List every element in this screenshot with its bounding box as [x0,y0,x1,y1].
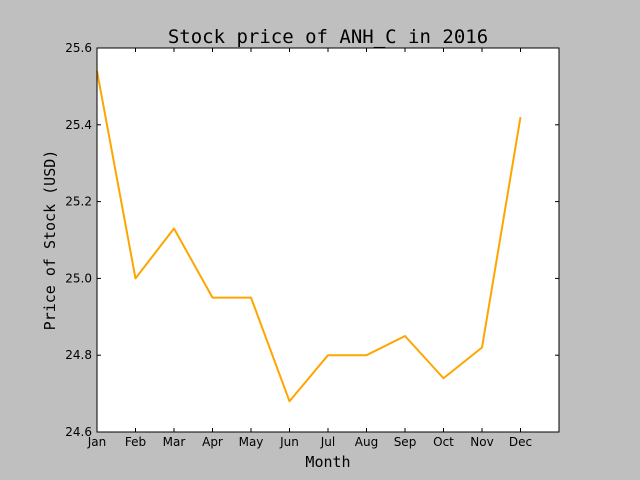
tick-layer: Jan Feb Mar Apr May Jun Jul Aug Sep Oct Nov Dec 24.6… [65,41,559,449]
y-tick-label: 24.6 [65,425,92,439]
x-tick-label: Sep [394,435,417,449]
y-tick-label: 24.8 [65,348,92,362]
x-tick-label: Jul [320,435,335,449]
chart-title: Stock price of ANH_C in 2016 [168,26,488,48]
x-tick-label: Dec [509,435,532,449]
y-tick-label: 25.4 [65,118,92,132]
x-tick-label: Nov [470,435,493,449]
x-tick-label: Feb [125,435,146,449]
y-tick-label: 25.0 [65,271,92,285]
series-layer [96,70,522,403]
series-line-0 [96,70,522,403]
y-tick-label: 25.6 [65,41,92,55]
x-tick-label: Jan [87,435,107,449]
x-tick-label: Jun [279,435,299,449]
x-tick-label: Apr [202,435,223,449]
y-tick-label: 25.2 [65,195,92,209]
x-tick-label: Oct [433,435,454,449]
plot-area [97,48,559,432]
x-tick-label: Aug [355,435,378,449]
y-axis-label: Price of Stock (USD) [41,150,59,331]
x-tick-label: May [239,435,264,449]
x-axis-label: Month [305,453,350,471]
x-tick-label: Mar [163,435,186,449]
